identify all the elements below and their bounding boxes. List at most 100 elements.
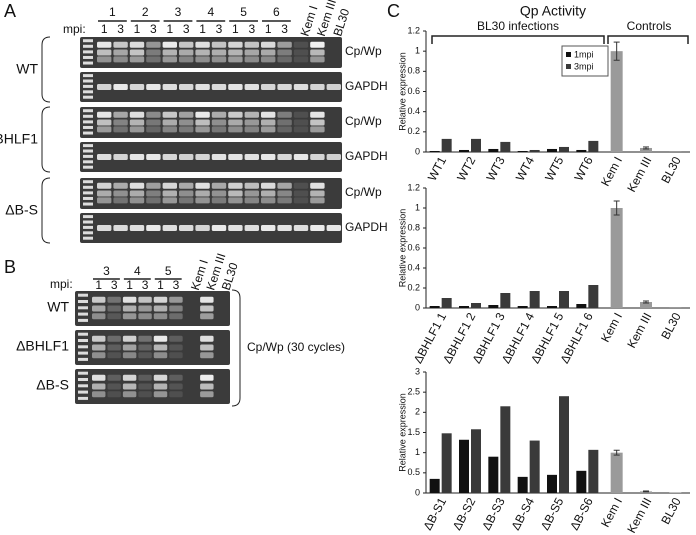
gel-band bbox=[195, 225, 210, 231]
ladder-band bbox=[83, 225, 93, 229]
gel-band bbox=[293, 126, 309, 133]
lane-timepoint: 1 bbox=[134, 22, 141, 36]
gel-band bbox=[179, 154, 194, 160]
gel-band bbox=[310, 126, 325, 133]
gel-band bbox=[277, 84, 292, 90]
gel-band bbox=[138, 313, 152, 320]
gel-band bbox=[107, 383, 121, 390]
ladder-band bbox=[83, 44, 93, 48]
gene-label: Cp/Wp bbox=[345, 44, 382, 58]
gel-band bbox=[228, 111, 243, 118]
gel-band bbox=[113, 111, 128, 118]
gel-band bbox=[293, 111, 309, 118]
gel-band bbox=[179, 182, 194, 189]
y-tick-label: 0.8 bbox=[407, 66, 420, 76]
gel-band bbox=[277, 225, 292, 231]
gel-band bbox=[113, 154, 128, 160]
ladder-band bbox=[78, 306, 88, 310]
bracket bbox=[231, 289, 241, 407]
gel-band bbox=[179, 111, 194, 118]
ladder-band bbox=[83, 114, 93, 118]
panel-label: A bbox=[4, 1, 16, 21]
gel-band bbox=[179, 56, 194, 63]
gel-band bbox=[244, 182, 259, 189]
x-tick-label: Kem III bbox=[624, 495, 654, 535]
gel-band bbox=[169, 305, 183, 312]
ladder-band bbox=[78, 345, 88, 349]
gel-band bbox=[244, 154, 259, 160]
ladder-band bbox=[83, 84, 93, 88]
bracket bbox=[41, 106, 51, 173]
gel-band bbox=[138, 391, 152, 398]
ladder-band bbox=[83, 39, 93, 43]
bar bbox=[669, 150, 682, 152]
ladder-band bbox=[78, 332, 88, 336]
gel-band bbox=[244, 41, 259, 48]
bar bbox=[529, 291, 540, 308]
gel-band bbox=[92, 352, 106, 359]
gel-band bbox=[228, 154, 243, 160]
ladder-band bbox=[83, 149, 93, 153]
gel-band bbox=[97, 182, 112, 189]
bar bbox=[471, 303, 481, 308]
ladder-band bbox=[78, 396, 88, 400]
gel-band bbox=[261, 84, 276, 90]
gel-band bbox=[179, 225, 194, 231]
gel-band bbox=[200, 383, 214, 390]
gel-band bbox=[146, 154, 161, 160]
gel-band bbox=[169, 335, 183, 342]
gel-band bbox=[310, 190, 325, 197]
bar bbox=[488, 305, 499, 308]
lane-group: 5 bbox=[240, 5, 247, 19]
gel-band bbox=[179, 126, 194, 133]
x-tick-label: ΔB-S2 bbox=[450, 495, 479, 532]
gel-band bbox=[277, 190, 292, 197]
lane-timepoint: 1 bbox=[157, 278, 164, 292]
gel-band bbox=[107, 313, 121, 320]
gel bbox=[80, 72, 342, 102]
gel-band bbox=[113, 182, 128, 189]
y-tick-label: 0 bbox=[415, 146, 420, 156]
gel bbox=[80, 178, 342, 209]
bar bbox=[441, 298, 452, 308]
gel-band bbox=[97, 84, 112, 90]
y-tick-label: 0 bbox=[415, 302, 420, 312]
bar bbox=[471, 138, 481, 152]
gel-band bbox=[310, 84, 325, 90]
y-tick-label: 1 bbox=[415, 46, 420, 56]
panel-label: B bbox=[4, 257, 16, 277]
bar bbox=[610, 208, 623, 308]
gel-band bbox=[97, 56, 112, 63]
lane-timepoint: 3 bbox=[281, 22, 288, 36]
gel-band bbox=[146, 56, 161, 63]
row-label: ΔB-S bbox=[5, 202, 38, 218]
y-tick-label: 2.5 bbox=[407, 387, 420, 397]
lane-group: 2 bbox=[142, 5, 149, 19]
gel-band bbox=[261, 190, 276, 197]
gel-band bbox=[244, 126, 259, 133]
y-tick-label: 0.4 bbox=[407, 106, 420, 116]
lane-group: 4 bbox=[207, 5, 214, 19]
gel-band bbox=[195, 119, 210, 126]
gel-band bbox=[326, 84, 341, 90]
ladder-band bbox=[78, 351, 88, 355]
gel-band bbox=[200, 296, 214, 303]
bar bbox=[500, 293, 511, 308]
y-tick-label: 2 bbox=[415, 407, 420, 417]
gel-band bbox=[122, 296, 137, 303]
ladder-band bbox=[78, 293, 88, 297]
gel-band bbox=[277, 41, 292, 48]
legend-swatch bbox=[566, 52, 571, 57]
gel-band bbox=[179, 197, 194, 204]
bar bbox=[576, 304, 587, 308]
gel-band bbox=[211, 111, 227, 118]
gel-band bbox=[211, 182, 227, 189]
ladder-band bbox=[83, 180, 93, 184]
x-tick-label: BL30 bbox=[658, 495, 684, 527]
gel-band bbox=[211, 154, 227, 160]
gel-band bbox=[200, 305, 214, 312]
gel-band bbox=[162, 56, 177, 63]
bar bbox=[547, 474, 557, 493]
gel-band bbox=[261, 182, 276, 189]
gel-band bbox=[146, 41, 161, 48]
